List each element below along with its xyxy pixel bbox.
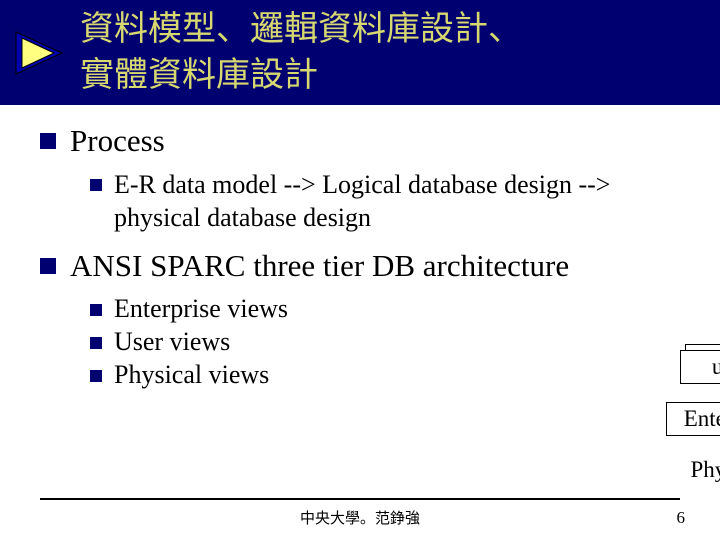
diagram-box-user: user [680,350,720,384]
bullet-icon [90,337,102,349]
page-number: 6 [677,508,686,528]
list-item: Process [40,123,680,159]
footer-text: 中央大學。范錚強 [0,507,720,528]
list-item: Physical views [90,360,680,390]
item-text: E-R data model --> Logical database desi… [114,169,680,234]
item-text: Enterprise views [114,294,288,324]
item-text: Process [70,123,165,159]
slide-title: 資料模型、邏輯資料庫設計、 實體資料庫設計 [80,7,522,99]
diagram-box-enterprise: Enterprise [666,402,720,436]
item-text: ANSI SPARC three tier DB architecture [70,248,569,284]
bullet-icon [90,304,102,316]
bullet-icon [90,179,102,191]
bullet-icon [90,370,102,382]
content-area: Process E-R data model --> Logical datab… [0,105,720,390]
list-item: E-R data model --> Logical database desi… [90,169,680,234]
footer-divider [40,498,680,500]
arrow-icon [14,30,74,76]
diagram-box-physical: Physical [672,454,720,486]
title-bar: 資料模型、邏輯資料庫設計、 實體資料庫設計 [0,0,720,105]
item-text: User views [114,327,230,357]
title-line1: 資料模型、邏輯資料庫設計、 實體資料庫設計 [80,11,522,94]
list-item: User views [90,327,680,357]
item-text: Physical views [114,360,269,390]
bullet-icon [40,133,56,149]
bullet-icon [40,258,56,274]
list-item: ANSI SPARC three tier DB architecture [40,248,680,284]
list-item: Enterprise views [90,294,680,324]
